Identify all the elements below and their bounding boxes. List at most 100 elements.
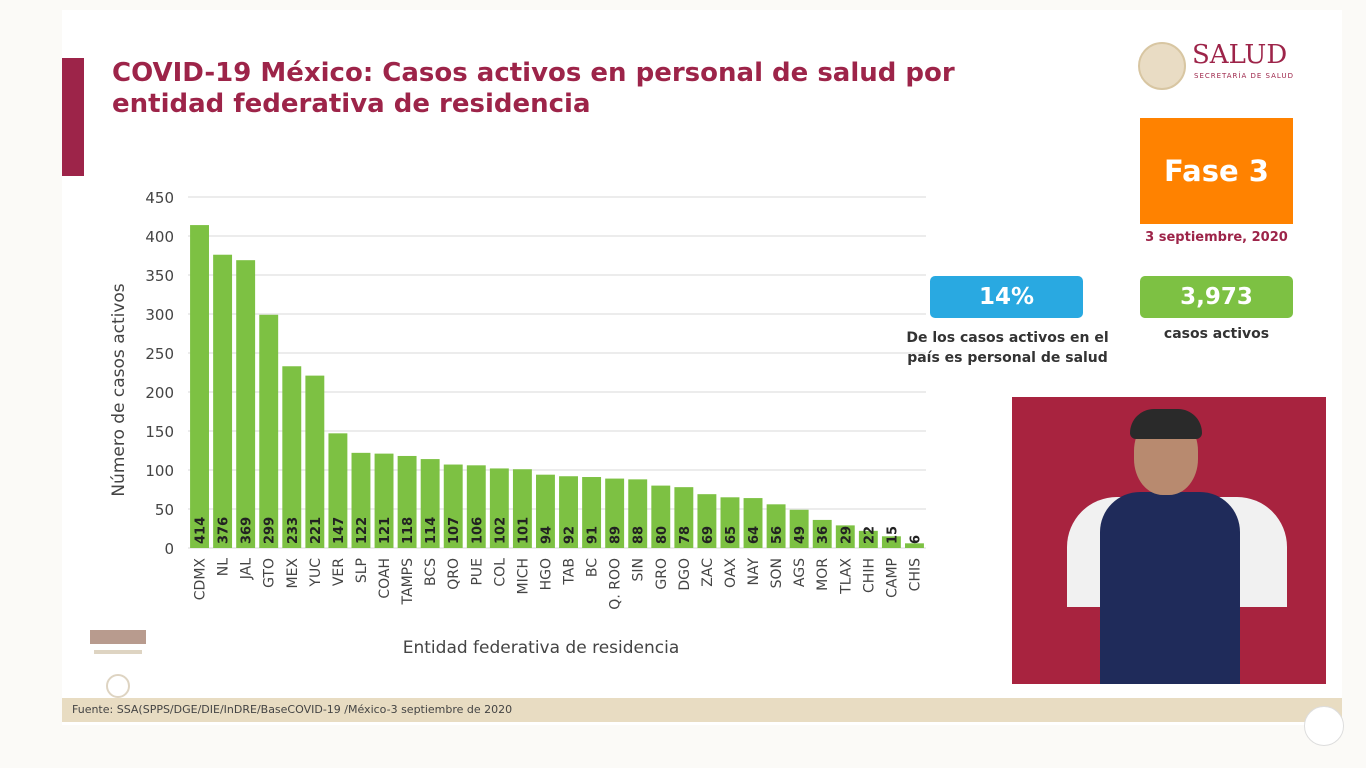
interpreter-vest: [1100, 492, 1240, 684]
phase-badge: Fase 3: [1140, 118, 1293, 224]
source-text: Fuente: SSA(SPPS/DGE/DIE/InDRE/BaseCOVID…: [72, 703, 513, 716]
x-tick-label: CHIH: [861, 558, 877, 593]
x-axis-label: Entidad federativa de residencia: [403, 638, 680, 658]
data-label: 36: [816, 526, 831, 544]
data-label: 65: [724, 526, 739, 544]
data-label: 92: [563, 526, 578, 544]
data-label: 376: [217, 517, 232, 544]
x-tick-label: CDMX: [193, 558, 209, 601]
bar: [835, 525, 855, 548]
data-label: 69: [701, 526, 716, 544]
bar: [512, 469, 532, 548]
bar: [881, 536, 901, 548]
x-tick-label: CAMP: [884, 558, 900, 598]
data-label: 91: [586, 526, 601, 544]
x-tick-label: OAX: [723, 558, 739, 588]
percent-badge: 14%: [930, 276, 1083, 318]
bar: [720, 497, 740, 548]
bar: [443, 464, 463, 548]
bar: [651, 485, 671, 548]
x-tick-label: SLP: [354, 558, 370, 583]
source-footer: Fuente: SSA(SPPS/DGE/DIE/InDRE/BaseCOVID…: [62, 698, 1342, 722]
y-tick-label: 50: [155, 501, 174, 519]
data-label: 118: [401, 517, 416, 544]
bar: [858, 530, 878, 548]
logo-subtitle: SECRETARÍA DE SALUD: [1194, 72, 1294, 80]
x-tick-label: SON: [769, 558, 785, 588]
x-tick-label: GRO: [654, 558, 670, 590]
x-tick-label: BCS: [423, 558, 439, 586]
bar: [351, 452, 371, 548]
bar: [697, 494, 717, 548]
x-tick-label: MICH: [515, 558, 531, 595]
bar: [674, 487, 694, 548]
data-label: 299: [263, 517, 278, 544]
y-tick-label: 250: [145, 345, 174, 363]
x-tick-label: JAL: [239, 558, 255, 580]
data-label: 49: [793, 526, 808, 544]
x-tick-label: QRO: [446, 558, 462, 590]
x-tick-label: MEX: [285, 558, 301, 589]
bar: [397, 455, 417, 548]
x-tick-label: TAB: [562, 558, 578, 586]
bar: [789, 509, 809, 548]
x-tick-label: DGO: [677, 558, 693, 591]
bar: [628, 479, 648, 548]
bar: [259, 314, 279, 548]
x-tick-label: PUE: [469, 558, 485, 586]
bar: [605, 478, 625, 548]
percent-label: De los casos activos en el país es perso…: [906, 330, 1109, 366]
x-tick-label: VER: [331, 558, 347, 586]
phase-date: 3 septiembre, 2020: [1145, 230, 1288, 245]
x-tick-label: COAH: [377, 558, 393, 599]
data-label: 369: [240, 517, 255, 544]
total-badge: 3,973: [1140, 276, 1293, 318]
x-tick-label: MOR: [815, 558, 831, 591]
data-label: 80: [655, 526, 670, 544]
data-label: 64: [747, 526, 762, 544]
data-label: 22: [862, 526, 877, 544]
bar: [305, 375, 325, 548]
data-label: 221: [309, 517, 324, 544]
x-tick-label: ZAC: [700, 558, 716, 587]
data-label: 122: [355, 517, 370, 544]
y-tick-label: 300: [145, 306, 174, 324]
data-label: 414: [194, 517, 209, 544]
x-tick-label: AGS: [792, 558, 808, 587]
data-label: 29: [839, 526, 854, 544]
x-tick-label: CHIS: [907, 558, 923, 591]
x-tick-label: TAMPS: [400, 558, 416, 606]
data-label: 6: [908, 535, 923, 544]
bar: [536, 474, 555, 548]
data-label: 147: [332, 517, 347, 544]
seal-icon: [1138, 42, 1186, 90]
x-tick-label: NL: [216, 558, 232, 576]
sign-language-interpreter-video: [1012, 397, 1326, 684]
bar: [559, 476, 578, 548]
x-tick-label: TLAX: [838, 558, 854, 595]
x-tick-label: YUC: [308, 558, 324, 588]
interpreter-hair: [1130, 409, 1202, 439]
accent-bar: [62, 58, 84, 176]
data-label: 121: [378, 517, 393, 544]
bar: [420, 459, 440, 548]
data-label: 56: [770, 526, 785, 544]
bar: [743, 498, 763, 548]
bar: [374, 453, 394, 548]
y-tick-label: 0: [164, 540, 174, 558]
data-label: 101: [516, 517, 531, 544]
x-tick-label: BC: [585, 558, 601, 577]
data-label: 106: [470, 517, 485, 544]
y-tick-label: 400: [145, 228, 174, 246]
bar: [905, 543, 924, 548]
historic-logo-icon: [90, 630, 146, 698]
data-label: 15: [885, 526, 900, 544]
y-tick-label: 200: [145, 384, 174, 402]
data-label: 94: [539, 526, 554, 544]
x-tick-label: SIN: [631, 558, 647, 582]
slide-title: COVID-19 México: Casos activos en person…: [112, 58, 955, 119]
x-tick-label: Q. ROO: [608, 558, 624, 610]
data-label: 107: [447, 517, 462, 544]
bar: [236, 260, 256, 548]
